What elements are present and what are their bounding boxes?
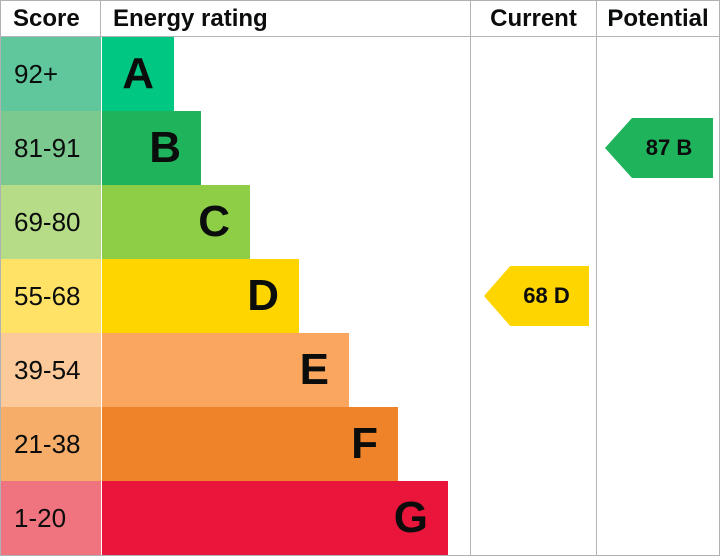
band-bar-e: E xyxy=(102,333,349,407)
band-bar-a: A xyxy=(102,37,174,111)
current-slot-a xyxy=(471,37,596,111)
header-energy-rating: Energy rating xyxy=(101,1,470,37)
potential-slot-d xyxy=(597,259,719,333)
score-range-d: 55-68 xyxy=(1,259,101,333)
current-rating-arrow: 68 D xyxy=(484,266,589,326)
header-current: Current xyxy=(471,1,596,37)
score-range-f: 21-38 xyxy=(1,407,101,481)
band-row-d: D xyxy=(101,259,470,333)
score-range-c: 69-80 xyxy=(1,185,101,259)
score-range-g: 1-20 xyxy=(1,481,101,555)
potential-slot-e xyxy=(597,333,719,407)
score-range-a: 92+ xyxy=(1,37,101,111)
band-bar-c: C xyxy=(102,185,250,259)
header-score: Score xyxy=(1,1,101,37)
band-bar-b: B xyxy=(102,111,201,185)
band-row-b: B xyxy=(101,111,470,185)
current-slot-d: 68 D xyxy=(471,259,596,333)
current-slot-c xyxy=(471,185,596,259)
score-range-e: 39-54 xyxy=(1,333,101,407)
potential-slot-a xyxy=(597,37,719,111)
current-slot-f xyxy=(471,407,596,481)
current-slot-e xyxy=(471,333,596,407)
potential-slot-g xyxy=(597,481,719,555)
band-row-c: C xyxy=(101,185,470,259)
band-bar-f: F xyxy=(102,407,398,481)
current-slot-g xyxy=(471,481,596,555)
band-row-g: G xyxy=(101,481,470,555)
potential-column: Potential 87 B xyxy=(596,1,719,555)
potential-rating-arrow: 87 B xyxy=(605,118,713,178)
band-row-a: A xyxy=(101,37,470,111)
header-potential: Potential xyxy=(597,1,719,37)
current-column: Current 68 D xyxy=(470,1,596,555)
potential-slot-f xyxy=(597,407,719,481)
band-bar-g: G xyxy=(102,481,448,555)
potential-slot-c xyxy=(597,185,719,259)
band-row-e: E xyxy=(101,333,470,407)
band-bar-d: D xyxy=(102,259,299,333)
potential-slot-b: 87 B xyxy=(597,111,719,185)
band-row-f: F xyxy=(101,407,470,481)
score-range-b: 81-91 xyxy=(1,111,101,185)
current-slot-b xyxy=(471,111,596,185)
